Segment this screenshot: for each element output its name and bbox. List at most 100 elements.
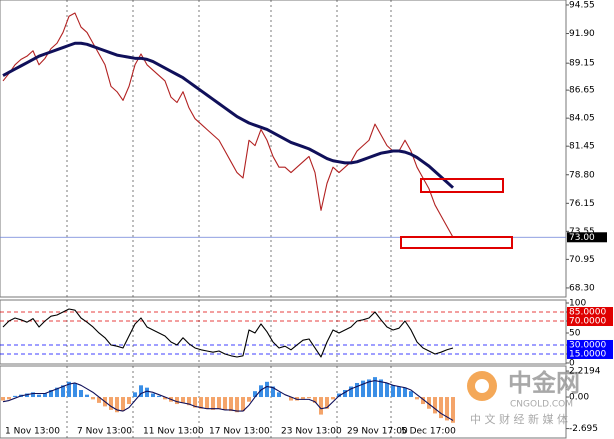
histogram-bar [181, 397, 185, 403]
histogram-bar [253, 391, 257, 398]
x-tick-label: 23 Nov 13:00 [281, 427, 342, 437]
y-tick-label: 81.45 [569, 142, 595, 152]
logo-text: 中金网 [508, 369, 580, 397]
histogram-bar [91, 397, 95, 400]
y-tick-label: 0 [569, 358, 575, 368]
histogram-bar [421, 397, 425, 405]
histogram-bar [55, 387, 59, 398]
y-tick-label: 70.0000 [569, 316, 606, 326]
histogram-bar [439, 397, 443, 419]
y-tick-label: 94.55 [569, 0, 595, 10]
y-tick-label: 89.15 [569, 59, 595, 69]
histogram-bar [13, 395, 17, 398]
histogram-bar [349, 386, 353, 398]
histogram-bar [37, 394, 41, 398]
y-tick-label: -2.695 [569, 424, 598, 434]
histogram-bar [79, 390, 83, 398]
histogram-bar [223, 397, 227, 410]
histogram-bar [433, 397, 437, 414]
histogram-bar [385, 382, 389, 398]
histogram-bar [313, 397, 317, 403]
histogram-bar [277, 392, 281, 398]
series-line [2, 308, 454, 358]
histogram-bar [367, 379, 371, 398]
histogram-bar [379, 379, 383, 398]
histogram-bar [361, 380, 365, 398]
y-tick-label: 78.80 [569, 170, 595, 180]
histogram-bar [265, 381, 269, 398]
histogram-bar [355, 382, 359, 398]
histogram-bar [415, 397, 419, 400]
histogram-bar [325, 397, 329, 409]
y-tick-label: 30.0000 [569, 340, 606, 350]
histogram-bar [391, 385, 395, 398]
histogram-bar [331, 397, 335, 400]
last-price-label: 73.00 [569, 233, 595, 243]
histogram-bar [235, 397, 239, 413]
histogram-bar [205, 397, 209, 409]
histogram-bar [61, 385, 65, 398]
y-tick-label-box [567, 348, 613, 359]
y-tick-label: 85.0000 [569, 307, 606, 317]
histogram-bar [73, 382, 77, 398]
y-tick-label: 2.2194 [569, 367, 601, 377]
histogram-bar [115, 397, 119, 413]
histogram-bar [109, 397, 113, 410]
histogram-bar [49, 390, 53, 398]
histogram-bar [1, 397, 5, 401]
histogram-bar [31, 392, 35, 398]
histogram-bar [163, 397, 167, 400]
y-tick-label: 50 [569, 328, 581, 338]
annotation-box [420, 178, 504, 193]
x-tick-label: 17 Nov 13:00 [209, 427, 270, 437]
histogram-bar [241, 397, 245, 412]
histogram-bar [157, 395, 161, 398]
y-tick-label: 86.65 [569, 86, 595, 96]
histogram-bar [133, 392, 137, 398]
histogram-bar [127, 397, 131, 405]
y-tick-label-box [567, 339, 613, 350]
macd-panel [0, 365, 567, 439]
histogram-bar [373, 377, 377, 398]
watermark: 中金网 CNGOLD.COM 中 文 财 经 新 媒 体 [467, 369, 580, 426]
x-tick-label: 29 Nov 17:00 [347, 427, 408, 437]
histogram-bar [211, 397, 215, 410]
series-line [2, 41, 455, 189]
histogram-bar [193, 397, 197, 408]
x-tick-label: 7 Nov 13:00 [77, 427, 132, 437]
histogram-bar [67, 381, 71, 398]
histogram-bar [445, 397, 449, 421]
annotation-box [400, 236, 513, 249]
histogram-bar [145, 387, 149, 398]
histogram-bar [427, 397, 431, 409]
histogram-bar [175, 397, 179, 405]
y-tick-label: 100 [569, 298, 586, 308]
histogram-bar [85, 394, 89, 398]
series-line [2, 380, 454, 421]
histogram-bar [43, 393, 47, 398]
y-tick-label: 84.05 [569, 114, 595, 124]
histogram-bar [409, 391, 413, 398]
y-tick-label-box [567, 306, 613, 317]
histogram-bar [247, 397, 251, 402]
y-tick-label-box [567, 315, 613, 326]
histogram-bar [397, 386, 401, 398]
y-tick-label: 73.55 [569, 227, 595, 237]
x-tick-label: 11 Nov 13:00 [143, 427, 204, 437]
y-tick-label: 70.95 [569, 255, 595, 265]
histogram-bar [343, 390, 347, 398]
histogram-bar [187, 397, 191, 406]
x-tick-label: 1 Nov 13:00 [5, 427, 60, 437]
logo-icon [475, 379, 489, 393]
histogram-bar [199, 397, 203, 409]
main-panel [0, 0, 567, 298]
histogram-bar [121, 397, 125, 412]
histogram-bar [319, 397, 323, 415]
logo-url: CNGOLD.COM [510, 400, 573, 410]
logo-tagline: 中 文 财 经 新 媒 体 [470, 412, 568, 426]
histogram-bar [451, 397, 455, 423]
last-price-box [567, 232, 607, 243]
y-tick-label: 68.30 [569, 283, 595, 293]
series-line [2, 12, 454, 238]
